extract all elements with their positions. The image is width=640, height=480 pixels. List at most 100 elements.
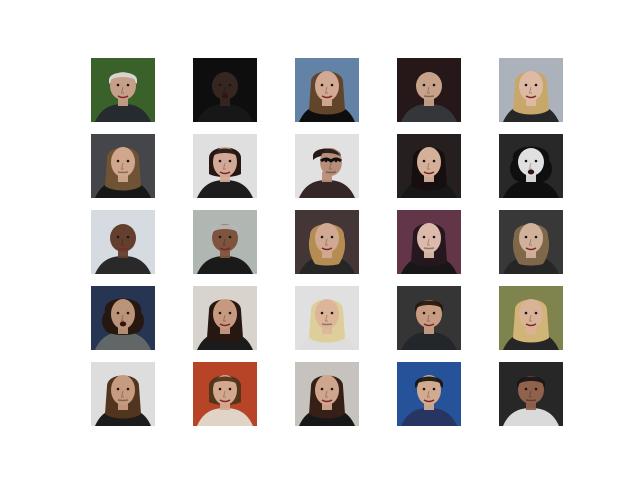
tile-vignette	[499, 58, 563, 122]
eye-right	[126, 83, 130, 87]
mouth-smile	[423, 171, 435, 175]
eye-right	[534, 159, 538, 163]
eye-left	[422, 311, 426, 315]
eye-right	[228, 83, 232, 87]
mouth-smile	[525, 323, 537, 327]
shirt-shape	[401, 104, 457, 122]
face-shape	[111, 375, 135, 405]
mouth-neutral	[325, 171, 337, 174]
face-tile-r4-c3	[295, 286, 359, 350]
nose-shape	[120, 314, 124, 322]
eye-left	[320, 311, 324, 315]
tile-vignette	[193, 286, 257, 350]
tile-vignette	[193, 362, 257, 426]
face-tile-r5-c5	[499, 362, 563, 426]
eye-left	[422, 387, 426, 391]
tile-vignette	[91, 286, 155, 350]
tile-vignette	[91, 134, 155, 198]
face-tile-r3-c3	[295, 210, 359, 274]
nose-shape	[324, 238, 328, 246]
tile-vignette	[91, 58, 155, 122]
face-shape	[518, 148, 544, 176]
face-tile-r4-c1	[91, 286, 155, 350]
shirt-shape	[503, 180, 559, 198]
eye-left	[320, 83, 324, 87]
neck-shape	[118, 96, 128, 106]
sunglasses-shape	[320, 157, 342, 163]
mouth-smile	[321, 399, 333, 403]
face-shape	[110, 224, 136, 252]
shirt-shape	[197, 408, 253, 426]
shirt-shape	[197, 180, 253, 198]
face-tile-r4-c2	[193, 286, 257, 350]
eye-right	[534, 387, 538, 391]
nose-shape	[426, 314, 430, 322]
eye-right	[534, 311, 538, 315]
mouth-smile	[321, 247, 333, 251]
tile-vignette	[499, 286, 563, 350]
nose-shape	[426, 238, 430, 246]
nose-shape	[528, 162, 532, 170]
tile-vignette	[91, 362, 155, 426]
mouth-open	[221, 93, 229, 99]
face-shape	[212, 224, 238, 252]
eye-right	[330, 235, 334, 239]
eye-right	[228, 387, 232, 391]
neck-shape	[220, 248, 230, 258]
eye-right	[330, 83, 334, 87]
eye-left	[218, 83, 222, 87]
eye-right	[534, 235, 538, 239]
tile-vignette	[295, 362, 359, 426]
eye-right	[432, 83, 436, 87]
hair-fringe-shape	[212, 148, 238, 156]
face-shape	[110, 72, 136, 100]
eye-left	[320, 387, 324, 391]
eye-right	[432, 387, 436, 391]
face-tile-r4-c5	[499, 286, 563, 350]
nose-shape	[426, 162, 430, 170]
eye-right	[126, 387, 130, 391]
eye-right	[330, 311, 334, 315]
tile-vignette	[397, 210, 461, 274]
hair-fringe-shape	[416, 376, 442, 384]
mouth-neutral	[321, 323, 333, 326]
tile-vignette	[193, 58, 257, 122]
tile-vignette	[295, 286, 359, 350]
mouth-smile	[219, 171, 231, 175]
tile-vignette	[193, 134, 257, 198]
neck-shape	[322, 172, 332, 182]
shirt-shape	[503, 408, 559, 426]
hair-fringe-shape	[110, 72, 136, 80]
mouth-neutral	[423, 95, 435, 98]
nose-shape	[426, 86, 430, 94]
face-tile-r2-c3	[295, 134, 359, 198]
eye-left	[116, 311, 120, 315]
eye-left	[116, 235, 120, 239]
nose-shape	[324, 390, 328, 398]
face-tile-r5-c3	[295, 362, 359, 426]
face-shape	[213, 147, 237, 177]
eye-right	[126, 235, 130, 239]
face-shape	[315, 71, 339, 101]
nose-shape	[528, 314, 532, 322]
face-shape	[111, 299, 135, 329]
face-shape	[315, 223, 339, 253]
tile-vignette	[91, 210, 155, 274]
nose-shape	[120, 86, 124, 94]
hair-fringe-shape	[212, 224, 238, 232]
eye-right	[228, 311, 232, 315]
tile-vignette	[295, 58, 359, 122]
face-tile-r5-c2	[193, 362, 257, 426]
eye-right	[432, 235, 436, 239]
face-tile-r1-c1	[91, 58, 155, 122]
mouth-smile	[525, 95, 537, 99]
face-tile-r1-c5	[499, 58, 563, 122]
nose-shape	[528, 86, 532, 94]
mouth-neutral	[117, 399, 129, 402]
neck-shape	[220, 96, 230, 106]
face-tile-r3-c5	[499, 210, 563, 274]
face-tile-r3-c2	[193, 210, 257, 274]
eye-right	[432, 159, 436, 163]
eye-left	[524, 235, 528, 239]
nose-shape	[120, 238, 124, 246]
